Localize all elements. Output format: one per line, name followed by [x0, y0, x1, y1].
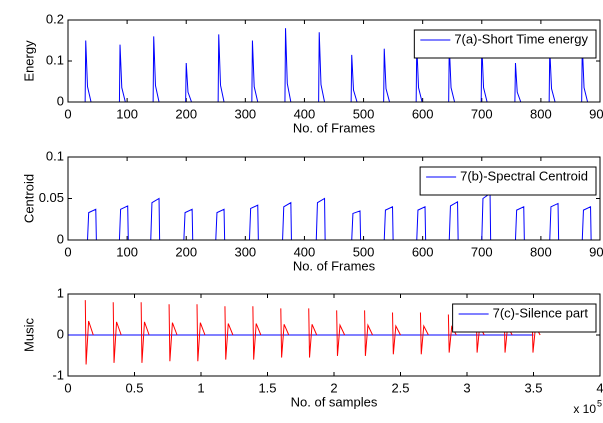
- y-tick-label: 0: [57, 93, 64, 108]
- legend-box: [419, 166, 597, 196]
- x-tick-label: 2: [330, 380, 337, 395]
- legend-label: 7(c)-Silence part: [493, 305, 589, 320]
- y-axis-label: Energy: [21, 40, 36, 82]
- x-axis-label: No. of Frames: [293, 258, 376, 273]
- x-tick-label: 500: [353, 244, 375, 259]
- y-axis-label: Centroid: [21, 174, 36, 223]
- x-tick-label: 0: [64, 244, 71, 259]
- x-tick-label: 600: [412, 106, 434, 121]
- y-tick-label: 0.1: [46, 52, 64, 67]
- x-tick-label: 2.5: [391, 380, 409, 395]
- legend: 7(c)-Silence part: [452, 303, 597, 333]
- x-tick-label: 3: [463, 380, 470, 395]
- y-tick-label: 0: [57, 231, 64, 246]
- legend: 7(a)-Short Time energy: [413, 29, 597, 59]
- x-axis-label: No. of samples: [291, 394, 378, 409]
- legend-box: [452, 303, 597, 333]
- axis-offset-exponent: 5: [597, 398, 602, 408]
- axes-frame: [67, 293, 601, 377]
- x-tick-label: 4: [596, 380, 603, 395]
- legend-label: 7(b)-Spectral Centroid: [460, 168, 588, 183]
- x-tick-label: 700: [471, 244, 493, 259]
- legend-box: [413, 29, 597, 59]
- axis-offset-base: x 10: [573, 402, 596, 416]
- x-tick-label: 0: [64, 380, 71, 395]
- y-tick-label: 0.2: [46, 11, 64, 26]
- x-tick-label: 200: [175, 106, 197, 121]
- x-tick-label: 0: [64, 106, 71, 121]
- x-tick-label: 1: [197, 380, 204, 395]
- x-tick-label: 900: [589, 106, 603, 121]
- x-tick-label: 100: [116, 244, 138, 259]
- x-tick-label: 100: [116, 106, 138, 121]
- legend-label: 7(a)-Short Time energy: [454, 31, 588, 46]
- axes-frame: [67, 156, 601, 241]
- x-tick-label: 800: [530, 244, 552, 259]
- x-axis-label: No. of Frames: [293, 120, 376, 135]
- x-tick-label: 400: [294, 244, 316, 259]
- x-tick-label: 1.5: [258, 380, 276, 395]
- x-tick-label: 3.5: [524, 380, 542, 395]
- y-tick-label: -1: [52, 367, 64, 382]
- x-tick-label: 600: [412, 244, 434, 259]
- x-tick-label: 700: [471, 106, 493, 121]
- y-tick-label: 0: [57, 326, 64, 341]
- x-tick-label: 400: [294, 106, 316, 121]
- y-axis-label: Music: [21, 318, 36, 352]
- x-tick-label: 900: [589, 244, 603, 259]
- axes-frame: [67, 19, 601, 103]
- legend: 7(b)-Spectral Centroid: [419, 166, 597, 196]
- x-tick-label: 500: [353, 106, 375, 121]
- data-line: [84, 300, 541, 365]
- x-tick-label: 0.5: [125, 380, 143, 395]
- y-tick-label: 0.05: [39, 190, 64, 205]
- y-tick-label: 1: [57, 285, 64, 300]
- y-tick-label: 0.1: [46, 148, 64, 163]
- x-tick-label: 300: [234, 244, 256, 259]
- x-tick-label: 200: [175, 244, 197, 259]
- x-tick-label: 800: [530, 106, 552, 121]
- x-tick-label: 300: [234, 106, 256, 121]
